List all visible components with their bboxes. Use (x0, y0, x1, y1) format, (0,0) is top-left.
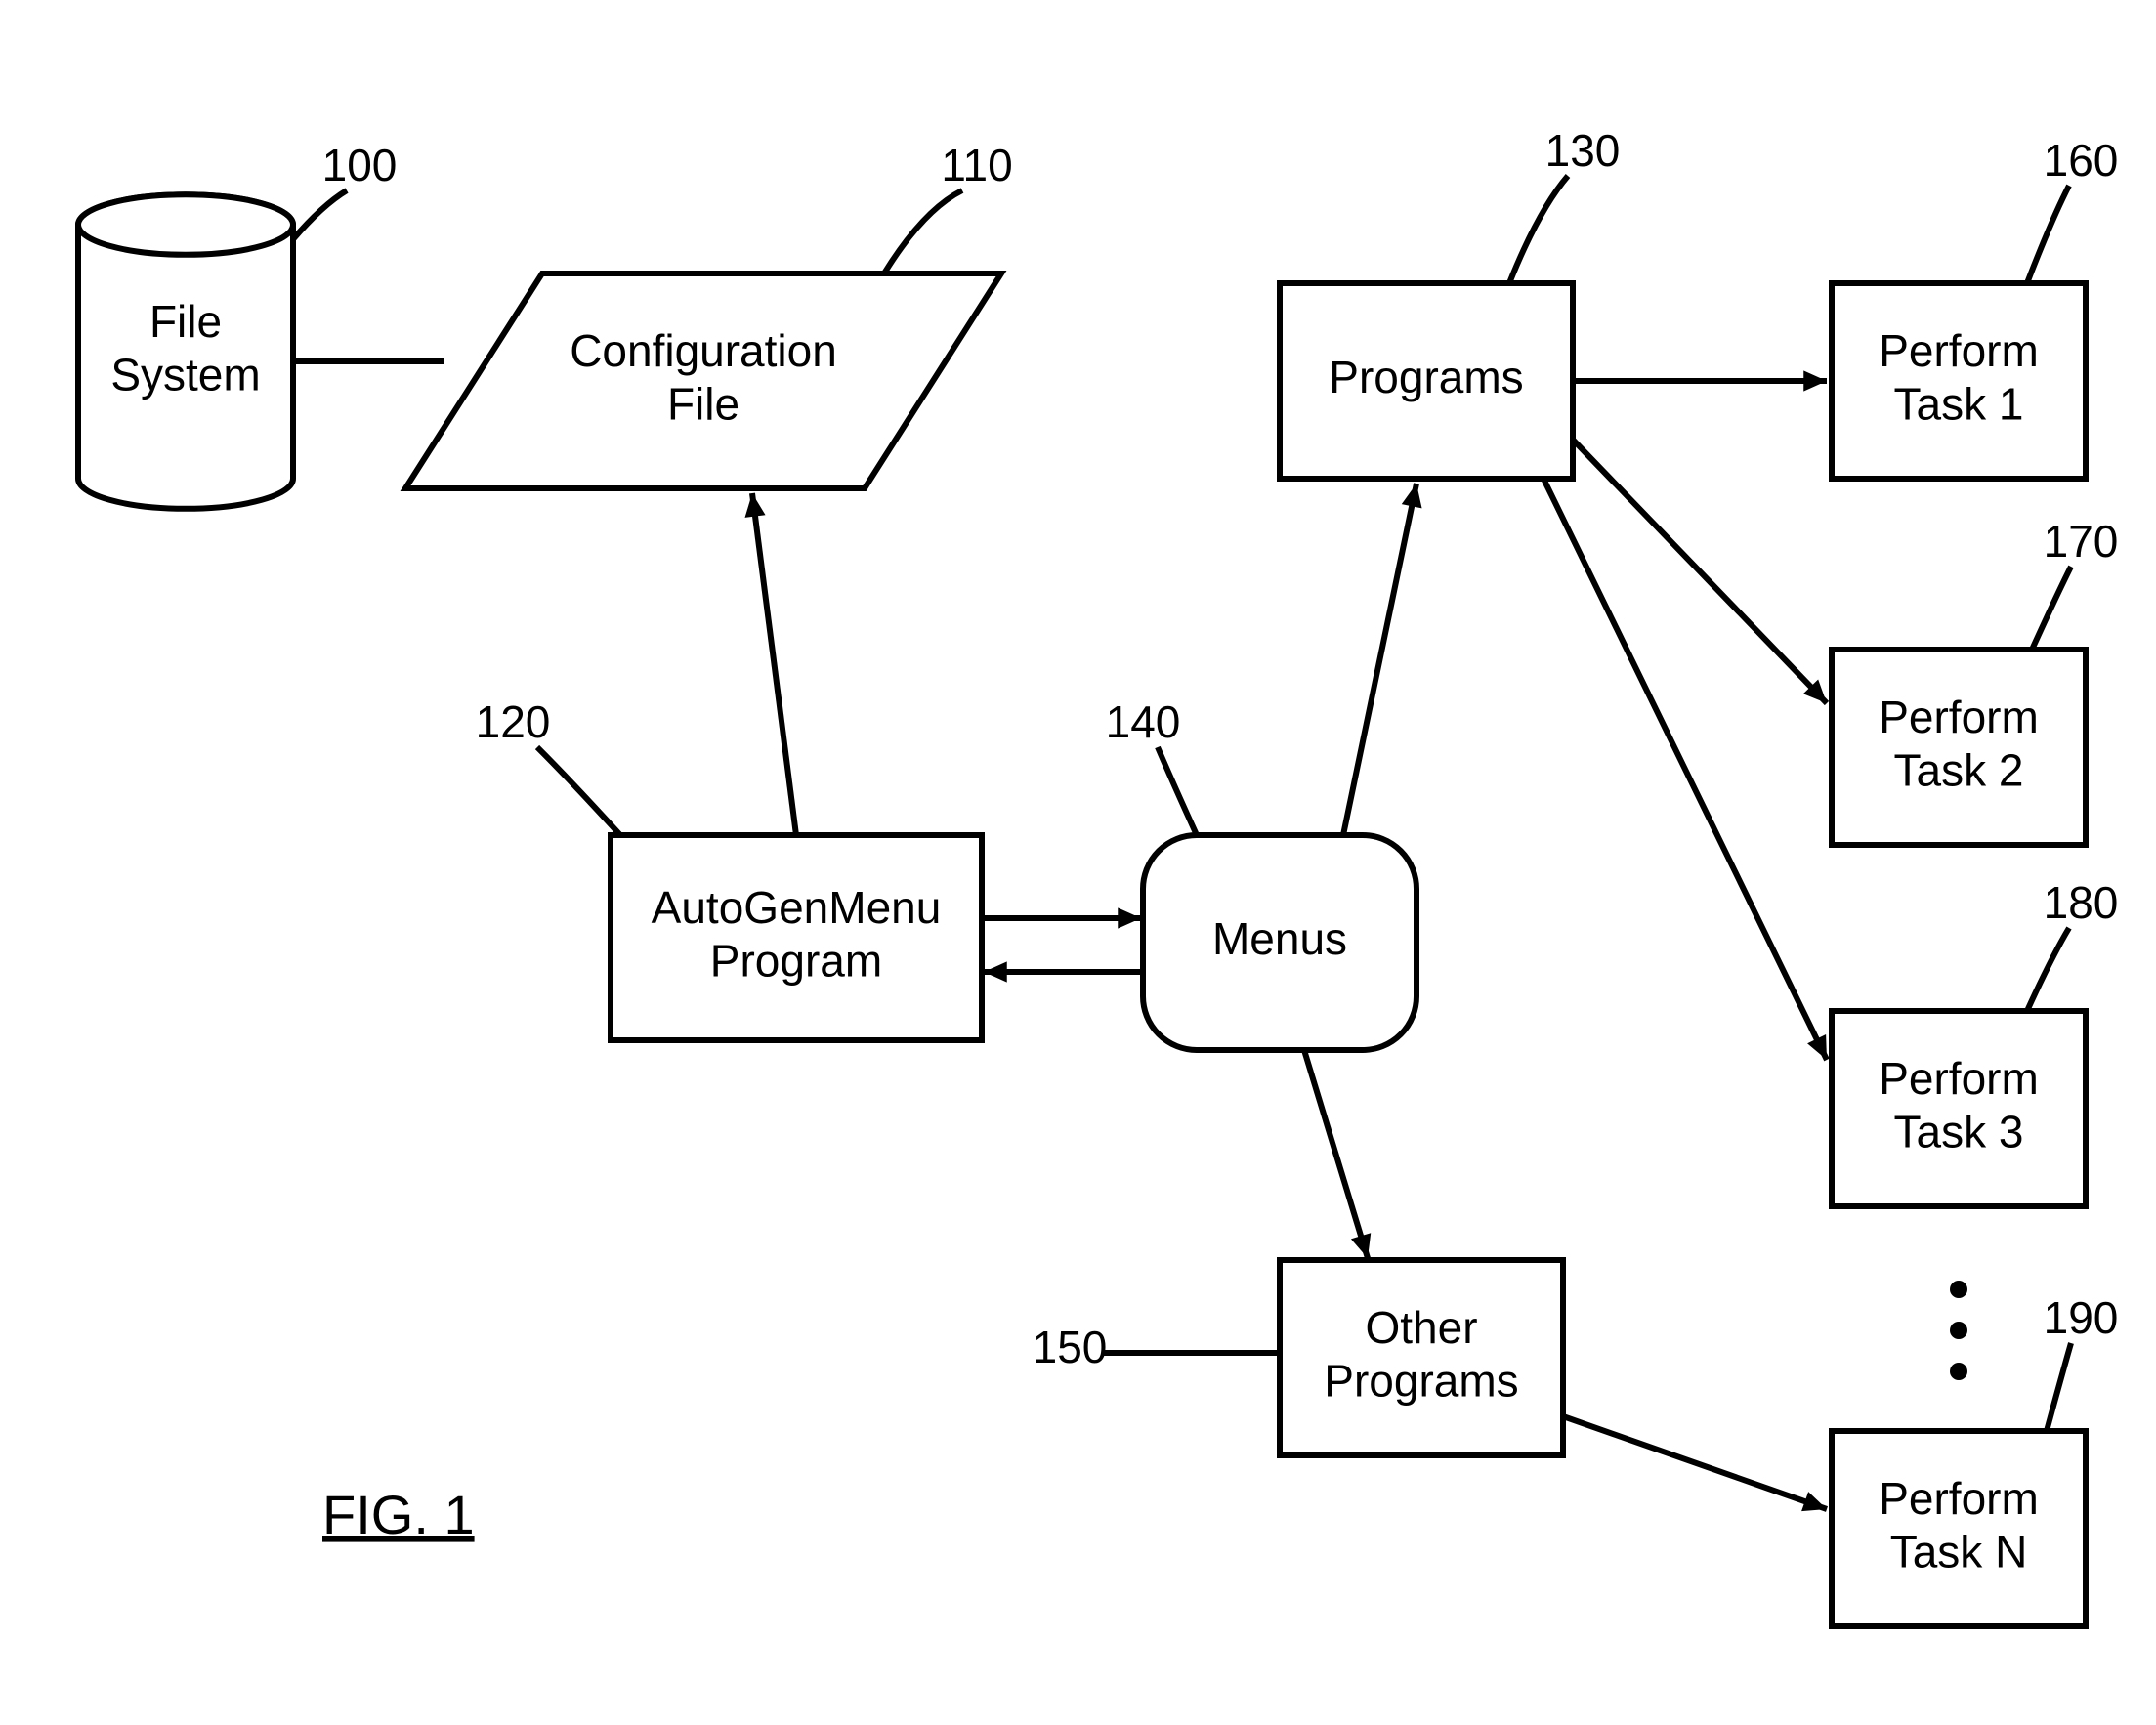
svg-text:Perform: Perform (1879, 1053, 2039, 1104)
svg-text:Programs: Programs (1329, 352, 1523, 402)
svg-text:180: 180 (2044, 877, 2119, 928)
svg-text:AutoGenMenu: AutoGenMenu (652, 882, 942, 933)
svg-text:Program: Program (710, 935, 882, 986)
svg-text:FIG. 1: FIG. 1 (322, 1484, 475, 1545)
svg-text:170: 170 (2044, 516, 2119, 567)
svg-text:Task 1: Task 1 (1894, 378, 2024, 429)
svg-text:Other: Other (1365, 1302, 1477, 1353)
svg-text:120: 120 (476, 696, 551, 747)
svg-text:Task 3: Task 3 (1894, 1106, 2024, 1157)
svg-text:Menus: Menus (1212, 913, 1347, 964)
svg-text:File: File (149, 296, 222, 347)
svg-text:140: 140 (1106, 696, 1181, 747)
svg-text:Programs: Programs (1324, 1355, 1518, 1406)
svg-text:190: 190 (2044, 1292, 2119, 1343)
svg-text:Perform: Perform (1879, 325, 2039, 376)
svg-text:Configuration: Configuration (570, 325, 837, 376)
svg-text:Task N: Task N (1890, 1526, 2028, 1577)
svg-text:Task 2: Task 2 (1894, 744, 2024, 795)
svg-text:System: System (110, 349, 260, 400)
svg-text:150: 150 (1033, 1322, 1108, 1372)
svg-text:Perform: Perform (1879, 692, 2039, 742)
svg-text:160: 160 (2044, 135, 2119, 186)
svg-text:Perform: Perform (1879, 1473, 2039, 1524)
svg-text:110: 110 (941, 140, 1012, 190)
svg-text:File: File (667, 378, 740, 429)
svg-text:130: 130 (1545, 125, 1621, 176)
svg-text:100: 100 (322, 140, 398, 190)
